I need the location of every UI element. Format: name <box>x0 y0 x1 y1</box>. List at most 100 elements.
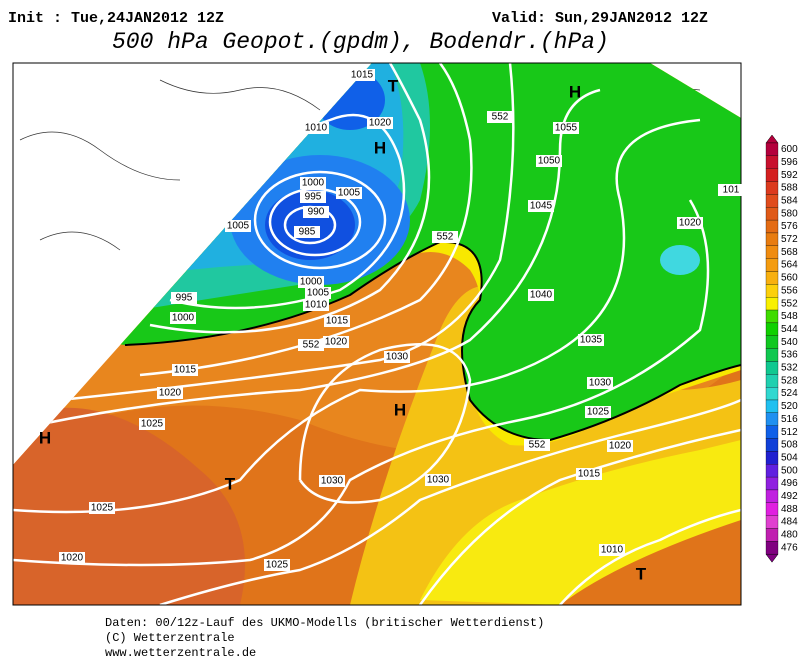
label-box <box>294 226 320 238</box>
isobar-label: 1030 <box>386 352 409 363</box>
colorbar-swatch <box>765 374 779 388</box>
isobar-label: 1000 <box>300 277 323 288</box>
colorbar-label: 496 <box>781 478 798 489</box>
label-box <box>524 439 550 451</box>
colorbar-label: 592 <box>781 170 798 181</box>
colorbar-swatch <box>765 502 779 516</box>
isobar-label: 1015 <box>326 316 349 327</box>
colorbar-label: 476 <box>781 542 798 553</box>
isobar-label: 1020 <box>679 218 702 229</box>
colorbar-label: 492 <box>781 491 798 502</box>
isobar-label: 552 <box>437 232 454 243</box>
isobar-label: 995 <box>305 192 322 203</box>
label-box <box>487 111 513 123</box>
colorbar-swatch <box>765 297 779 311</box>
label-box <box>300 177 326 189</box>
colorbar-swatch <box>765 515 779 529</box>
colorbar-swatch <box>765 194 779 208</box>
isobar-label: 101 <box>723 185 740 196</box>
colorbar-swatch <box>765 245 779 259</box>
colorbar-label: 560 <box>781 273 798 284</box>
label-box <box>298 339 324 351</box>
label-box <box>553 122 579 134</box>
isobar-label: 990 <box>308 207 325 218</box>
coastlines <box>19 79 701 251</box>
label-box <box>528 289 554 301</box>
label-box <box>718 184 744 196</box>
colorbar-swatch <box>765 219 779 234</box>
isobar-label: 1020 <box>159 388 182 399</box>
label-box <box>323 336 349 348</box>
label-box <box>303 206 329 218</box>
isobar-label: 1020 <box>61 553 84 564</box>
isobars <box>13 63 741 605</box>
colorbar-label: 552 <box>781 298 798 309</box>
label-box <box>587 377 613 389</box>
colorbar-label: 564 <box>781 260 798 271</box>
label-box <box>59 552 85 564</box>
colorbar-swatch <box>765 361 779 375</box>
colorbar-label: 484 <box>781 517 798 528</box>
pressure-center: H <box>374 138 386 157</box>
footer-line: Daten: 00/12z-Lauf des UKMO-Modells (bri… <box>105 616 544 630</box>
label-box <box>303 122 329 134</box>
label-box <box>384 351 410 363</box>
pressure-center: T <box>636 564 647 583</box>
colorbar-swatch <box>765 271 779 285</box>
pressure-center: H <box>39 428 51 447</box>
colorbar-swatch <box>765 284 779 298</box>
colorbar-swatch <box>765 207 779 221</box>
label-box <box>298 276 324 288</box>
colorbar-swatch <box>765 348 779 362</box>
isobar-label: 1010 <box>601 545 624 556</box>
colorbar-label: 548 <box>781 311 798 322</box>
map: 1015 T H 1010 1020 H 1055 1050 1000 995 1005 990 100… <box>12 62 744 606</box>
isobar-label: 1035 <box>580 335 603 346</box>
colorbar-label: 536 <box>781 350 798 361</box>
colorbar-label: 480 <box>781 530 798 541</box>
label-box <box>300 191 326 203</box>
contour-552 <box>124 240 741 442</box>
isobar-label: 1045 <box>530 201 553 212</box>
isobar-label: 1010 <box>305 300 328 311</box>
label-box <box>305 287 331 299</box>
colorbar-swatch <box>765 438 779 452</box>
label-box <box>170 312 196 324</box>
colorbar-label: 588 <box>781 183 798 194</box>
label-box <box>677 217 703 229</box>
colorbar-label: 516 <box>781 414 798 425</box>
colorbar-label: 504 <box>781 452 798 463</box>
colorbar-swatch <box>765 451 779 465</box>
pressure-center: H <box>569 82 581 101</box>
colorbar-swatch <box>765 476 779 491</box>
colorbar-label: 556 <box>781 285 798 296</box>
label-box <box>367 117 393 129</box>
label-box <box>432 231 458 243</box>
label-box <box>319 475 345 487</box>
colorbar-label: 544 <box>781 324 798 335</box>
label-box <box>578 334 604 346</box>
isobar-label: 1050 <box>538 156 561 167</box>
init-time: Init : Tue,24JAN2012 12Z <box>8 10 224 27</box>
colorbar-label: 596 <box>781 157 798 168</box>
label-box <box>349 69 375 81</box>
colorbar-swatch <box>765 258 779 272</box>
isobar-label: 1020 <box>369 118 392 129</box>
colorbar-arrow <box>765 134 779 144</box>
colorbar-swatch <box>765 168 779 182</box>
label-box <box>585 406 611 418</box>
map-title: 500 hPa Geopot.(gpdm), Bodendr.(hPa) <box>112 29 609 55</box>
colorbar-swatch <box>765 399 779 414</box>
isobar-label: 1025 <box>91 503 114 514</box>
isobar-label: 1005 <box>338 188 361 199</box>
isobar-label: 1030 <box>321 476 344 487</box>
colorbar-arrow <box>765 553 779 563</box>
label-box <box>576 468 602 480</box>
colorbar-swatch <box>765 541 779 555</box>
colorbar-label: 572 <box>781 234 798 245</box>
colorbar-swatch <box>765 335 779 349</box>
pressure-center: H <box>394 400 406 419</box>
colorbar-label: 500 <box>781 465 798 476</box>
colorbar-label: 512 <box>781 427 798 438</box>
label-box <box>607 440 633 452</box>
